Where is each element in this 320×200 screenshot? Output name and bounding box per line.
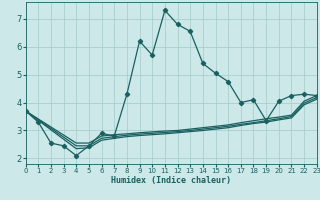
X-axis label: Humidex (Indice chaleur): Humidex (Indice chaleur) [111,176,231,185]
